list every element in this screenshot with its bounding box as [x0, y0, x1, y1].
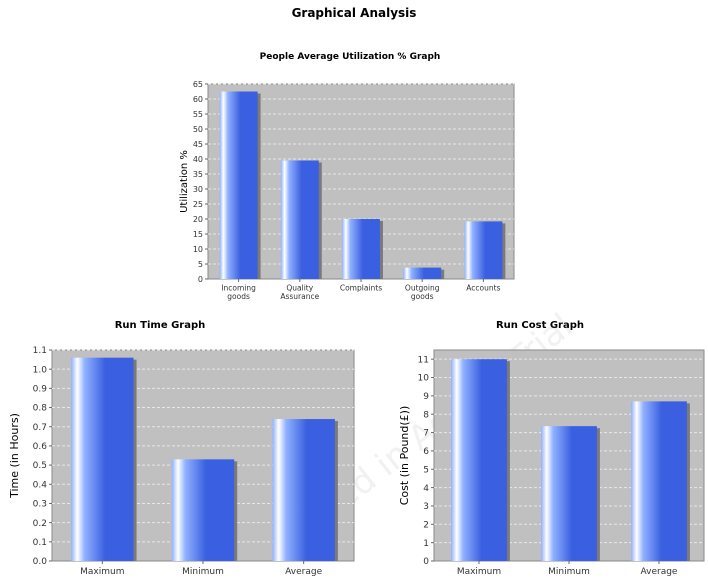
run-time-ytick-label: 1.0 — [33, 365, 48, 375]
run-cost-ytick-label: 3 — [423, 502, 429, 512]
run-time-ytick-label: 0.7 — [33, 423, 47, 433]
run-time-ytick-label: 0.8 — [33, 404, 48, 414]
run-time-ytick-label: 0.0 — [33, 557, 48, 567]
run-time-ytick-label: 0.5 — [33, 461, 47, 471]
run-cost-ytick-label: 8 — [423, 410, 429, 420]
utilization-ytick-label: 0 — [198, 275, 203, 284]
run-time-ylabel: Time (in Hours) — [8, 413, 21, 499]
run-time-ytick-label: 0.3 — [33, 500, 47, 510]
run-cost-ylabel: Cost (in Pound(£)) — [398, 406, 411, 506]
utilization-category-label: Outgoing goods — [405, 284, 440, 302]
run-cost-ytick-label: 4 — [423, 484, 429, 494]
utilization-ytick-label: 45 — [193, 140, 203, 149]
run-time-ytick-label: 1.1 — [33, 346, 47, 356]
run-cost-ytick-label: 0 — [423, 557, 429, 567]
utilization-ytick-label: 35 — [193, 170, 203, 179]
run-time-ytick-label: 0.1 — [33, 538, 47, 548]
run-time-category-label: Minimum — [182, 567, 224, 577]
run-cost-category-label: Minimum — [548, 567, 590, 577]
run-cost-ytick-label: 10 — [418, 374, 430, 384]
utilization-bar — [403, 267, 442, 279]
run-time-ytick-label: 0.9 — [33, 385, 48, 395]
utilization-bar — [464, 221, 503, 279]
run-time-bar — [171, 459, 235, 561]
run-cost-category-label: Maximum — [457, 567, 501, 577]
utilization-ytick-label: 25 — [193, 200, 203, 209]
utilization-ytick-label: 10 — [193, 245, 203, 254]
utilization-ylabel: Utilization % — [179, 150, 190, 213]
utilization-category-label: Quality Assurance — [280, 284, 319, 302]
run-cost-ytick-label: 5 — [423, 465, 429, 475]
run-time-bar — [272, 419, 335, 561]
run-cost-bar — [451, 359, 507, 561]
run-time-category-label: Average — [285, 567, 322, 577]
run-time-chart-title: Run Time Graph — [114, 320, 206, 331]
run-time-bar — [71, 357, 134, 561]
run-cost-ytick-label: 6 — [423, 447, 429, 457]
page-title: Graphical Analysis — [291, 6, 417, 20]
utilization-ytick-label: 65 — [193, 80, 203, 89]
run-cost-ytick-label: 1 — [423, 539, 429, 549]
utilization-ytick-label: 60 — [193, 95, 203, 104]
utilization-category-label: Accounts — [466, 284, 500, 293]
run-cost-ytick-label: 2 — [423, 520, 429, 530]
utilization-ytick-label: 50 — [193, 125, 203, 134]
utilization-bar — [219, 91, 258, 279]
run-cost-category-label: Average — [641, 567, 678, 577]
utilization-bar — [280, 160, 319, 279]
utilization-ytick-label: 15 — [193, 230, 203, 239]
run-cost-bar — [631, 401, 687, 561]
utilization-ytick-label: 30 — [193, 185, 203, 194]
utilization-category-label: Incoming goods — [221, 284, 256, 302]
run-cost-ytick-label: 7 — [423, 429, 429, 439]
utilization-category-label: Complaints — [340, 284, 382, 293]
run-cost-ytick-label: 11 — [418, 355, 429, 365]
run-cost-chart-title: Run Cost Graph — [495, 320, 584, 331]
utilization-chart-title: People Average Utilization % Graph — [259, 52, 441, 62]
run-cost-bar — [541, 426, 597, 561]
utilization-ytick-label: 55 — [193, 110, 203, 119]
run-time-ytick-label: 0.2 — [33, 519, 47, 529]
utilization-ytick-label: 5 — [198, 260, 203, 269]
run-cost-ytick-label: 9 — [423, 392, 429, 402]
utilization-bar — [342, 219, 380, 279]
utilization-ytick-label: 40 — [193, 155, 203, 164]
run-time-ytick-label: 0.6 — [33, 442, 48, 452]
run-time-ytick-label: 0.4 — [33, 480, 48, 490]
utilization-ytick-label: 20 — [193, 215, 203, 224]
run-time-category-label: Maximum — [80, 567, 124, 577]
